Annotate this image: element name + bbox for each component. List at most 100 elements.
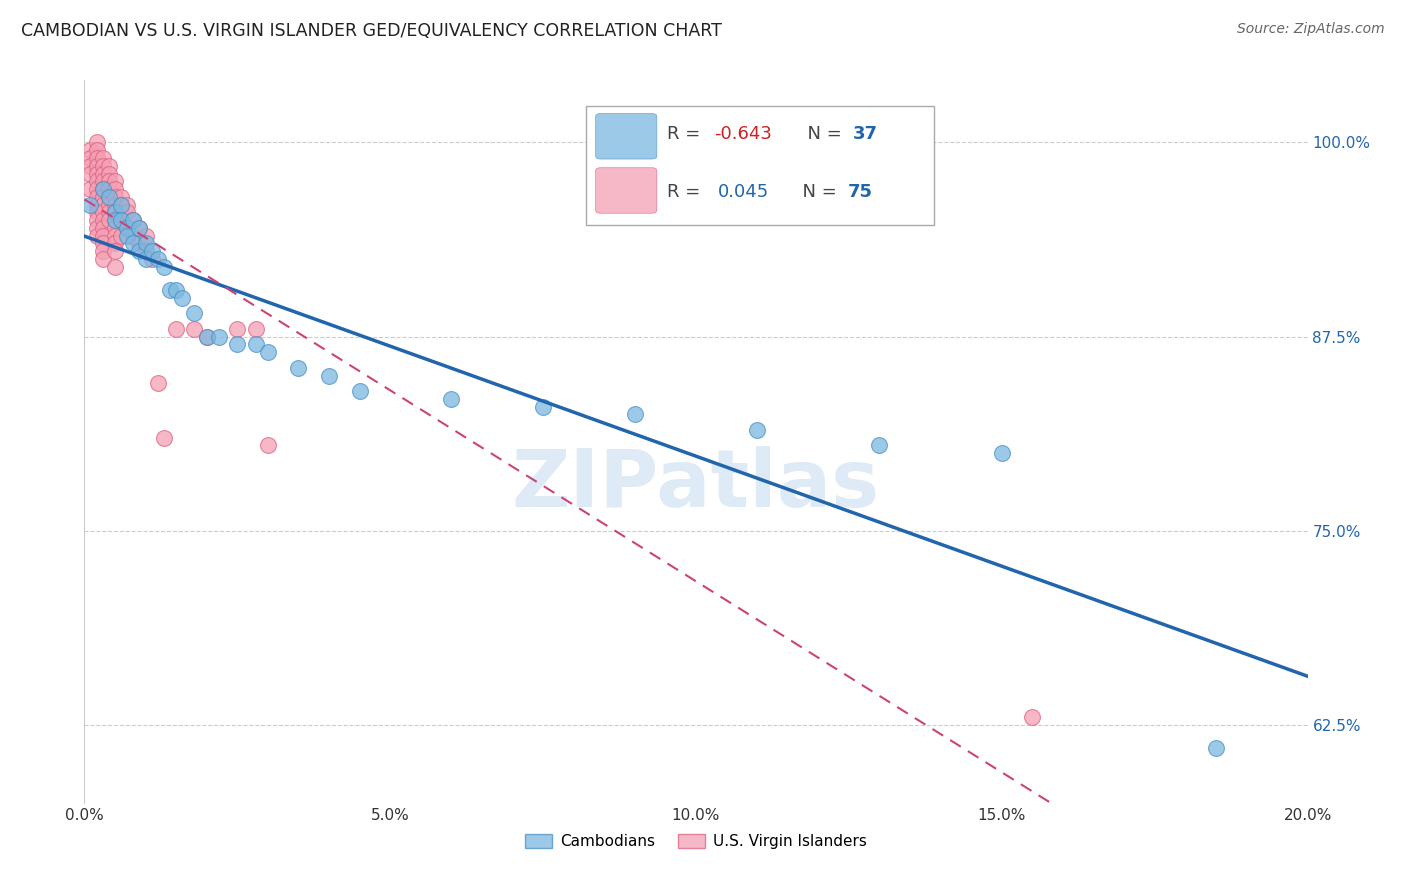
Point <box>91 174 114 188</box>
Point <box>79 159 101 173</box>
Point <box>79 182 101 196</box>
Point <box>146 376 169 391</box>
Point <box>104 205 127 219</box>
Point <box>91 182 114 196</box>
Point <box>91 197 114 211</box>
Point <box>991 446 1014 460</box>
Point <box>440 392 463 406</box>
Point <box>135 228 157 243</box>
Point <box>104 190 127 204</box>
Point <box>115 220 138 235</box>
Point <box>135 244 157 259</box>
Point <box>104 236 127 251</box>
Point <box>86 182 108 196</box>
Text: CAMBODIAN VS U.S. VIRGIN ISLANDER GED/EQUIVALENCY CORRELATION CHART: CAMBODIAN VS U.S. VIRGIN ISLANDER GED/EQ… <box>21 22 721 40</box>
Point <box>86 197 108 211</box>
Text: 0.045: 0.045 <box>718 183 769 202</box>
Point <box>86 159 108 173</box>
Text: 37: 37 <box>852 126 877 144</box>
Point <box>97 190 120 204</box>
Point <box>104 213 127 227</box>
Point <box>97 182 120 196</box>
Point <box>91 167 114 181</box>
Point <box>869 438 891 452</box>
Point <box>97 174 120 188</box>
Point <box>97 205 120 219</box>
Point <box>110 228 132 243</box>
Point <box>208 329 231 343</box>
Point <box>110 190 132 204</box>
Point <box>183 306 205 320</box>
Point <box>86 220 108 235</box>
Point <box>86 136 108 150</box>
Point <box>104 182 127 196</box>
Point <box>91 213 114 227</box>
Point <box>115 197 138 211</box>
Point <box>349 384 371 398</box>
Point <box>91 190 114 204</box>
Point <box>104 244 127 259</box>
Point <box>257 438 280 452</box>
Point <box>128 244 150 259</box>
Point <box>91 252 114 266</box>
Point <box>183 322 205 336</box>
Point <box>624 408 647 422</box>
Point <box>226 337 249 351</box>
Point <box>86 174 108 188</box>
Point <box>195 329 218 343</box>
Point <box>86 151 108 165</box>
Text: Source: ZipAtlas.com: Source: ZipAtlas.com <box>1237 22 1385 37</box>
Point <box>153 260 176 274</box>
Point <box>141 244 163 259</box>
Point <box>115 228 138 243</box>
Point <box>287 360 309 375</box>
Point <box>86 167 108 181</box>
Point <box>122 236 145 251</box>
Point <box>141 252 163 266</box>
Point <box>91 159 114 173</box>
Point <box>1205 741 1227 756</box>
Point <box>318 368 340 383</box>
Point <box>86 205 108 219</box>
Point <box>159 283 181 297</box>
Point <box>79 167 101 181</box>
FancyBboxPatch shape <box>586 105 935 225</box>
Text: N =: N = <box>796 126 848 144</box>
Point <box>128 236 150 251</box>
Point <box>86 190 108 204</box>
Text: -0.643: -0.643 <box>714 126 772 144</box>
Point <box>91 151 114 165</box>
Point <box>1021 710 1043 724</box>
Point <box>110 205 132 219</box>
Point <box>165 322 187 336</box>
Point <box>91 228 114 243</box>
FancyBboxPatch shape <box>596 168 657 213</box>
Point <box>128 220 150 235</box>
Point <box>104 260 127 274</box>
Text: ZIPatlas: ZIPatlas <box>512 446 880 524</box>
Point <box>104 205 127 219</box>
Text: R =: R = <box>666 183 711 202</box>
Point <box>97 213 120 227</box>
Text: R =: R = <box>666 126 706 144</box>
Point <box>146 252 169 266</box>
Point <box>135 252 157 266</box>
Point <box>79 151 101 165</box>
Point <box>747 423 769 437</box>
Point <box>110 213 132 227</box>
Point <box>245 322 267 336</box>
Point <box>86 143 108 157</box>
Text: 75: 75 <box>848 183 873 202</box>
Point <box>122 228 145 243</box>
Text: N =: N = <box>792 183 842 202</box>
Point <box>110 213 132 227</box>
Point <box>172 291 194 305</box>
Point <box>110 197 132 211</box>
Point <box>153 431 176 445</box>
Legend: Cambodians, U.S. Virgin Islanders: Cambodians, U.S. Virgin Islanders <box>524 834 868 849</box>
Point <box>79 143 101 157</box>
Point <box>91 205 114 219</box>
Point <box>104 228 127 243</box>
Point <box>79 197 101 211</box>
Point <box>97 190 120 204</box>
